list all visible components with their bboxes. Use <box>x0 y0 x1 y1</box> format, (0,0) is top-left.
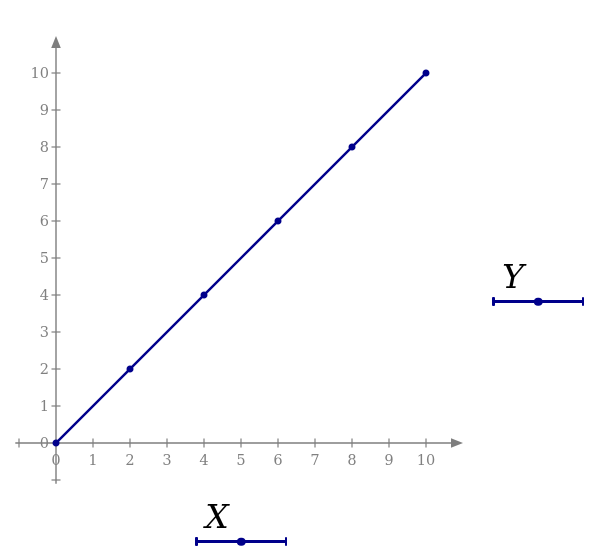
y-tick-label: 6 <box>40 214 49 230</box>
data-point <box>422 69 430 77</box>
slider-x-max-cap <box>284 537 287 546</box>
slider-y-min-cap <box>492 297 495 306</box>
slider-y-track[interactable] <box>492 296 584 307</box>
data-point <box>348 143 356 151</box>
slider-y: Y <box>492 260 584 312</box>
slider-y-max-cap <box>581 297 584 306</box>
y-tick-label: 2 <box>40 362 49 378</box>
y-tick-label: 4 <box>40 288 49 304</box>
y-tick-label: 7 <box>40 177 49 193</box>
x-tick-label: 2 <box>125 453 134 469</box>
data-point <box>52 439 60 447</box>
y-tick-label: 3 <box>40 325 49 341</box>
data-point <box>200 291 208 299</box>
slider-x-handle[interactable] <box>236 537 246 546</box>
slider-x: X <box>195 500 287 552</box>
x-tick-label: 8 <box>347 453 356 469</box>
data-point <box>274 217 282 225</box>
plot-line <box>55 72 427 444</box>
x-axis-arrow-icon <box>451 438 463 448</box>
x-tick-label: 5 <box>236 453 245 469</box>
x-tick-label: 7 <box>310 453 319 469</box>
x-tick-label: 1 <box>88 453 97 469</box>
y-tick-label: 9 <box>40 103 49 119</box>
data-point <box>126 365 134 373</box>
slider-x-label: X <box>205 497 229 536</box>
slider-x-track[interactable] <box>195 536 287 547</box>
y-axis-arrow-icon <box>51 36 61 48</box>
slider-y-handle[interactable] <box>533 297 543 306</box>
y-tick-label: 5 <box>40 251 49 267</box>
x-tick-label: 6 <box>273 453 282 469</box>
x-tick-label: 0 <box>51 453 60 469</box>
y-tick-label: 1 <box>40 399 49 415</box>
x-tick-label: 9 <box>384 453 393 469</box>
x-tick-label: 3 <box>162 453 171 469</box>
y-tick-label: 0 <box>40 436 49 452</box>
x-tick-label: 4 <box>199 453 208 469</box>
slider-x-min-cap <box>195 537 198 546</box>
y-tick-label: 8 <box>40 140 49 156</box>
x-tick-label: 10 <box>417 453 435 469</box>
slider-y-label: Y <box>502 257 524 296</box>
y-tick-label: 10 <box>31 66 49 82</box>
